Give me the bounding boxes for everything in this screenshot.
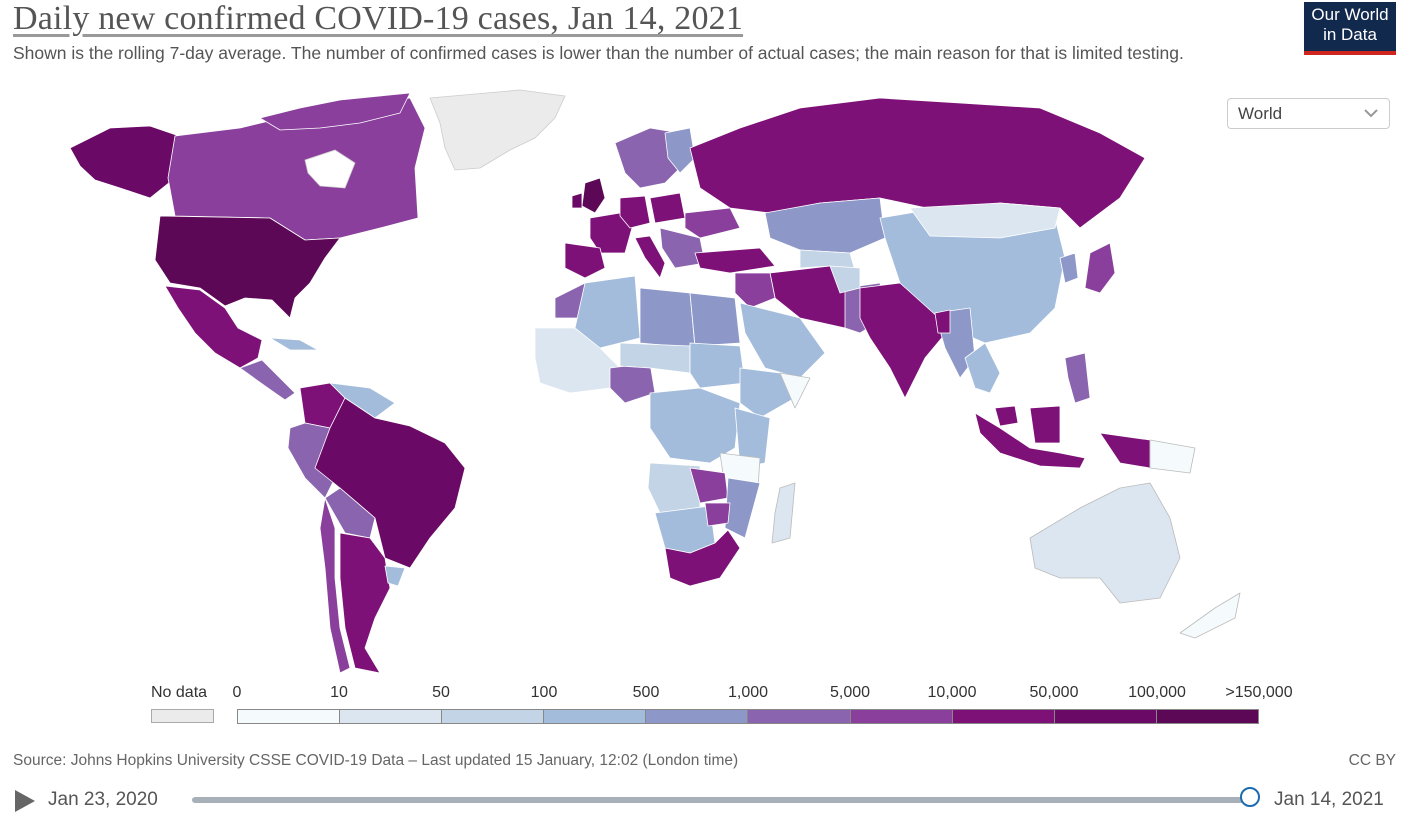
country-korea	[1059, 252, 1079, 284]
country-cuba	[269, 337, 319, 351]
country-bangladesh	[934, 309, 951, 334]
legend-tick: 100	[530, 684, 558, 701]
legend-bin	[850, 710, 953, 723]
country-poland	[649, 192, 686, 224]
world-map-svg	[69, 89, 1241, 674]
legend-bin	[646, 710, 749, 723]
legend-tick: >150,000	[1225, 684, 1293, 701]
timeline-track[interactable]	[192, 797, 1250, 803]
legend-tick: 0	[232, 684, 242, 701]
color-legend: No data 0 10 50 100 500 1,000 5,000 10,0…	[0, 680, 1410, 730]
timeline-start-date: Jan 23, 2020	[48, 789, 158, 810]
play-icon[interactable]	[15, 790, 35, 812]
source-note: Source: Johns Hopkins University CSSE CO…	[13, 752, 739, 769]
country-egypt	[689, 292, 741, 347]
timeline: Jan 23, 2020 Jan 14, 2021	[0, 780, 1410, 820]
country-chile	[319, 497, 351, 674]
timeline-end-date: Jan 14, 2021	[1274, 789, 1384, 810]
legend-tick: 1,000	[727, 684, 769, 701]
country-horn	[779, 372, 811, 409]
country-balkans	[659, 227, 706, 269]
country-libya	[639, 287, 696, 349]
country-finland	[664, 127, 696, 174]
country-png	[1149, 439, 1196, 474]
country-iraq-syria	[734, 272, 776, 309]
country-central-africa	[649, 387, 741, 464]
legend-tick: 10,000	[927, 684, 977, 701]
hudson-bay	[304, 149, 356, 189]
country-mongolia	[909, 202, 1061, 239]
country-ireland	[571, 192, 583, 209]
country-ukraine	[684, 207, 741, 239]
country-nigeria	[609, 362, 656, 404]
country-central-america	[239, 359, 296, 401]
logo-line-2: in Data	[1323, 25, 1377, 44]
country-usa	[154, 215, 341, 319]
country-south-africa	[664, 529, 741, 587]
owid-logo[interactable]: Our World in Data	[1304, 2, 1396, 55]
country-sudan	[689, 342, 746, 389]
country-mozambique	[724, 477, 761, 539]
legend-bin	[340, 710, 443, 723]
legend-tick: 500	[632, 684, 660, 701]
chart-subtitle: Shown is the rolling 7-day average. The …	[13, 43, 1184, 63]
legend-no-data-label: No data	[151, 684, 208, 701]
country-new-zealand	[1179, 592, 1241, 639]
region-select[interactable]: World	[1227, 98, 1390, 129]
country-australia	[1029, 482, 1181, 604]
world-map[interactable]	[0, 88, 1410, 680]
country-turkey	[694, 247, 776, 274]
country-malaysia	[994, 405, 1019, 427]
country-uk	[581, 177, 606, 214]
logo-line-1: Our World	[1311, 5, 1389, 24]
legend-tick: 10	[330, 684, 348, 701]
region-select-value: World	[1238, 104, 1283, 123]
country-philippines	[1064, 352, 1091, 404]
country-thailand	[964, 342, 1001, 394]
legend-bin	[442, 710, 545, 723]
timeline-handle[interactable]	[1240, 787, 1260, 807]
chart-title: Daily new confirmed COVID-19 cases, Jan …	[13, 0, 744, 37]
legend-bin	[1054, 710, 1157, 723]
country-germany	[619, 195, 651, 229]
country-uruguay	[384, 565, 406, 587]
country-chad-niger	[619, 342, 691, 374]
country-papua	[1099, 432, 1151, 469]
license-link[interactable]: CC BY	[1348, 752, 1396, 769]
legend-tick: 50	[432, 684, 450, 701]
country-argentina	[339, 532, 391, 674]
country-bolivia	[324, 487, 376, 539]
country-mexico	[164, 285, 263, 369]
legend-bin	[952, 710, 1055, 723]
country-madagascar	[771, 482, 796, 544]
country-alaska	[69, 125, 186, 199]
country-kazakhstan	[764, 197, 886, 254]
legend-bin	[544, 710, 647, 723]
legend-bin	[238, 710, 341, 723]
country-indonesia	[974, 412, 1086, 469]
legend-tick: 50,000	[1029, 684, 1079, 701]
country-greenland	[429, 89, 566, 171]
country-japan	[1084, 242, 1116, 294]
country-canada-islands	[259, 92, 411, 131]
country-brazil	[314, 397, 466, 569]
legend-bins	[237, 709, 1259, 724]
chevron-down-icon	[1363, 102, 1379, 129]
legend-bin	[1156, 710, 1258, 723]
country-spain	[564, 242, 606, 279]
legend-tick: 5,000	[829, 684, 871, 701]
legend-bin	[748, 710, 851, 723]
country-zimbabwe	[704, 502, 731, 527]
country-italy	[634, 235, 666, 279]
legend-no-data-swatch	[151, 709, 214, 723]
country-venezuela	[329, 382, 396, 419]
country-east-africa	[734, 407, 771, 469]
country-ethiopia	[739, 367, 796, 419]
country-borneo	[1029, 405, 1061, 444]
legend-tick: 100,000	[1128, 684, 1186, 701]
